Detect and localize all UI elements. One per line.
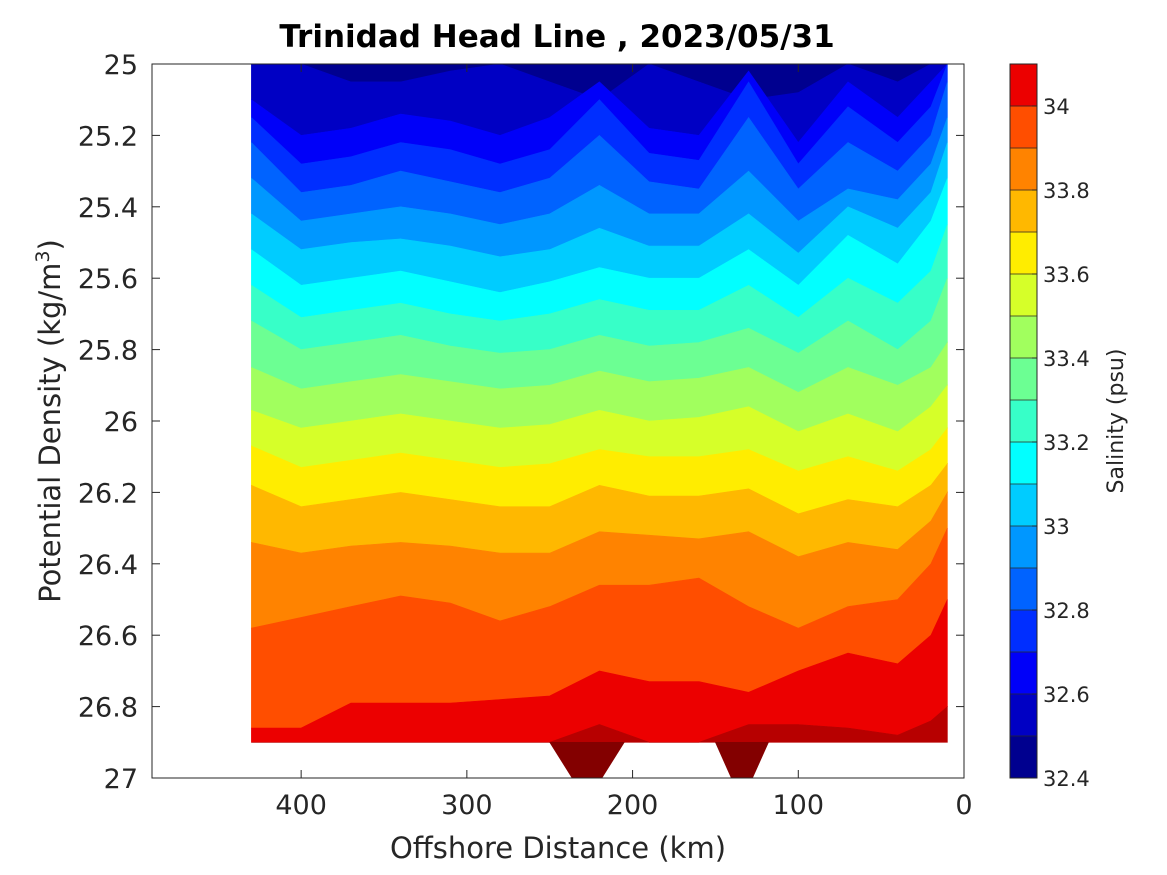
y-tick-label: 25.8	[78, 336, 138, 367]
colorbar-tick-label: 32.8	[1043, 599, 1090, 623]
colorbar-swatch	[1010, 274, 1037, 317]
colorbar-tick-label: 33.8	[1043, 179, 1090, 203]
y-tick-label: 27	[104, 764, 138, 795]
colorbar-swatch	[1010, 694, 1037, 737]
y-tick-label: 25.2	[78, 121, 138, 152]
colorbar-swatch	[1010, 232, 1037, 275]
colorbar-swatch	[1010, 400, 1037, 443]
y-axis-label-close: )	[33, 239, 67, 250]
colorbar-tick-label: 33	[1043, 515, 1070, 539]
x-tick-label: 0	[955, 790, 972, 821]
colorbar-swatch	[1010, 568, 1037, 611]
bottom-notch-1	[714, 741, 769, 778]
colorbar-swatch	[1010, 652, 1037, 695]
y-tick-label: 26.2	[78, 478, 138, 509]
colorbar-frame	[1009, 63, 1038, 779]
colorbar-swatch	[1010, 148, 1037, 191]
y-tick-label: 26	[104, 407, 138, 438]
bottom-notch-0	[549, 741, 625, 778]
y-tick-label: 25.6	[78, 264, 138, 295]
y-tick-label: 25.4	[78, 193, 138, 224]
y-axis-label-main: Potential Density (kg/m	[33, 263, 67, 603]
x-axis-label: Offshore Distance (km)	[390, 831, 726, 865]
colorbar-tick-label: 34	[1043, 95, 1070, 119]
colorbar-swatch	[1010, 610, 1037, 653]
colorbar-tick-label: 32.4	[1043, 767, 1090, 791]
colorbar-swatch	[1010, 526, 1037, 569]
colorbar-label: Salinity (psu)	[1104, 349, 1129, 494]
y-axis-label-superscript: 3	[32, 250, 54, 262]
y-tick-label: 26.8	[78, 693, 138, 724]
colorbar-swatch	[1010, 316, 1037, 359]
colorbar-swatch	[1010, 736, 1037, 779]
colorbar-tick-label: 32.6	[1043, 683, 1090, 707]
plot-area	[151, 63, 965, 779]
y-tick-label: 25	[104, 50, 138, 81]
colorbar-swatch	[1010, 484, 1037, 527]
colorbar-swatch	[1010, 190, 1037, 233]
y-axis: 25 25.2 25.4 25.6 25.8 26 26.2 26.4 26.6 26.8 27	[78, 50, 964, 795]
contour-fills	[251, 64, 948, 778]
colorbar-tick-label: 33.4	[1043, 347, 1090, 371]
colorbar-swatch	[1010, 358, 1037, 401]
colorbar-swatch	[1010, 442, 1037, 485]
x-tick-label: 400	[275, 790, 327, 821]
salinity-band-17	[251, 705, 948, 743]
colorbar-tick-label: 33.6	[1043, 263, 1090, 287]
chart-title: Trinidad Head Line , 2023/05/31	[279, 19, 834, 55]
x-axis: 400 300 200 100 0	[275, 64, 973, 821]
x-tick-label: 200	[607, 790, 659, 821]
y-axis-label: Potential Density (kg/m3)	[32, 239, 67, 603]
y-tick-label: 26.6	[78, 621, 138, 652]
colorbar: 32.4 32.6 32.8 33 33.2 33.4 33.6 33.8 34	[1009, 63, 1090, 791]
y-tick-label: 26.4	[78, 550, 138, 581]
colorbar-swatch	[1010, 106, 1037, 149]
colorbar-tick-label: 33.2	[1043, 431, 1090, 455]
colorbar-swatch	[1010, 64, 1037, 107]
x-tick-label: 300	[441, 790, 493, 821]
x-tick-label: 100	[773, 790, 825, 821]
